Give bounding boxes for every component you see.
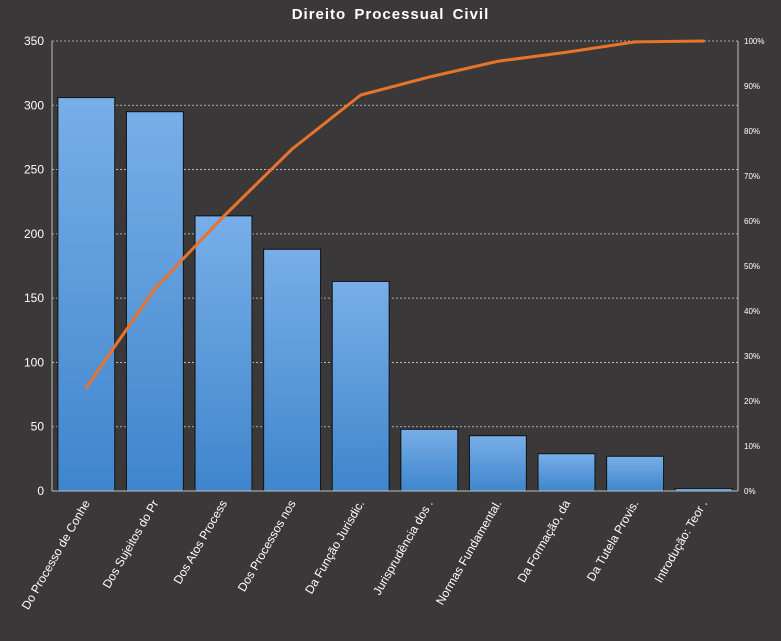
line-point — [153, 287, 157, 290]
y-tick-label: 250 — [24, 163, 44, 177]
category-label: Jurisprudência dos . — [370, 498, 436, 598]
axes — [51, 41, 739, 492]
bar — [194, 215, 253, 492]
y2-tick-label: 20% — [744, 397, 760, 406]
chart-title: Direito Processual Civil — [291, 6, 490, 23]
y2-tick-label: 0% — [744, 487, 756, 496]
y2-tick-label: 70% — [744, 172, 760, 181]
category-label: Da Função Jurisdic. — [302, 498, 367, 597]
y-tick-label: 0 — [37, 484, 44, 498]
cumulative-percent-line — [85, 39, 704, 389]
bar — [57, 97, 116, 492]
bars — [57, 97, 733, 492]
left-axis-ticks: 0 50 100 150 200 250 300 350 — [24, 34, 44, 498]
y-tick-label: 100 — [24, 355, 44, 369]
category-label: Normas Fundamental. — [433, 498, 504, 608]
line-point — [565, 50, 568, 54]
bar — [606, 455, 665, 492]
line-point — [359, 93, 363, 97]
y2-tick-label: 50% — [744, 262, 760, 271]
category-label: Do Processo de Conhe — [19, 497, 93, 612]
y2-tick-label: 40% — [744, 307, 760, 316]
category-label: Da Formação, da — [515, 497, 574, 585]
category-label: Dos Processos nos — [235, 498, 299, 595]
category-label: Introdução: Teor . — [652, 498, 711, 586]
y2-tick-label: 100% — [744, 37, 764, 46]
bar — [125, 111, 184, 492]
category-label: Dos Sujeitos do Pr — [100, 498, 162, 591]
line-point — [290, 147, 294, 151]
y2-tick-label: 80% — [744, 127, 760, 136]
y2-tick-label: 30% — [744, 352, 760, 361]
category-labels: Do Processo de Conhe Dos Sujeitos do Pr Do… — [19, 497, 711, 612]
bar — [400, 428, 459, 492]
line-point — [222, 215, 225, 218]
bar — [468, 435, 527, 492]
y2-tick-label: 10% — [744, 442, 760, 451]
category-label: Dos Atos Process — [171, 498, 230, 587]
right-axis-ticks: 0% 10% 20% 30% 40% 50% 60% 70% 80% 90% 100% — [744, 37, 764, 496]
line-point — [633, 40, 637, 44]
bar — [331, 280, 390, 492]
line-point — [84, 386, 88, 389]
y-tick-label: 200 — [24, 227, 44, 241]
y2-tick-label: 60% — [744, 217, 760, 226]
bar — [263, 248, 322, 492]
y-tick-label: 150 — [24, 291, 44, 305]
bar — [537, 453, 596, 492]
y-tick-label: 350 — [24, 34, 44, 48]
y-tick-label: 300 — [24, 98, 44, 112]
y-tick-label: 50 — [31, 420, 45, 434]
line-point — [702, 39, 706, 43]
category-label: Da Tutela Provis. — [584, 498, 642, 584]
line-point — [496, 59, 500, 63]
line-point — [427, 75, 431, 79]
y2-tick-label: 90% — [744, 82, 760, 91]
cumulative-line — [84, 39, 706, 389]
